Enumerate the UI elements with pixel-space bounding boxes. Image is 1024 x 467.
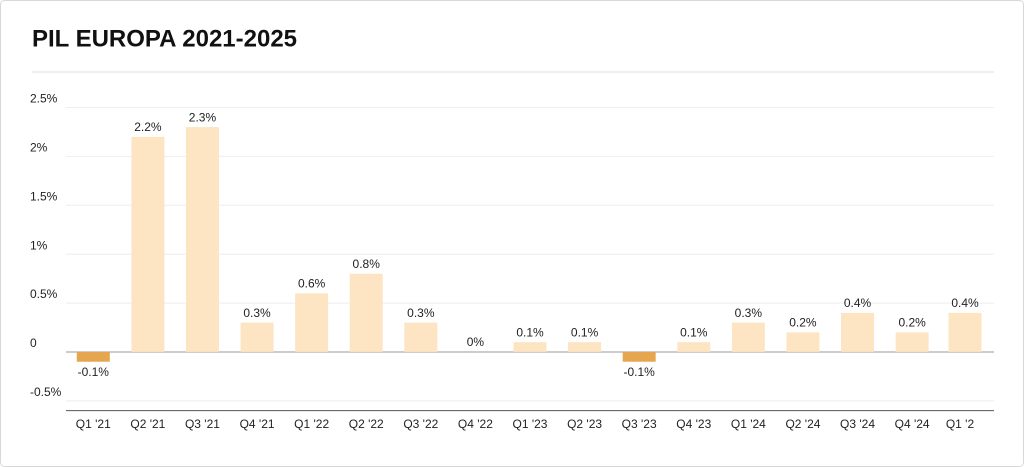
x-tick-label: Q1 '23 xyxy=(513,417,548,431)
data-label: 0.1% xyxy=(516,325,544,339)
y-tick-label: 1.5% xyxy=(30,189,58,203)
y-tick-label: 0 xyxy=(30,336,37,350)
data-label: -0.1% xyxy=(623,365,655,379)
y-tick-label: -0.5% xyxy=(30,385,62,399)
y-tick-label: 1% xyxy=(30,238,48,252)
data-label: 0.2% xyxy=(789,316,817,330)
x-tick-label: Q3 '23 xyxy=(622,417,657,431)
y-tick-label: 2.5% xyxy=(30,92,58,106)
data-label: -0.1% xyxy=(78,365,110,379)
bar xyxy=(349,273,383,352)
bar xyxy=(404,322,438,352)
data-label: 0.4% xyxy=(951,296,979,310)
x-tick-label: Q2 '24 xyxy=(785,417,820,431)
x-tick-label: Q2 '22 xyxy=(349,417,384,431)
bar xyxy=(677,342,711,352)
bar xyxy=(895,332,929,352)
x-tick-label: Q4 '23 xyxy=(676,417,711,431)
data-label: 0% xyxy=(467,335,485,349)
y-tick-label: 0.5% xyxy=(30,287,58,301)
data-label: 0.1% xyxy=(680,325,708,339)
x-tick-label: Q4 '24 xyxy=(895,417,930,431)
x-tick-label: Q1 '2 xyxy=(946,417,975,431)
data-label: 0.2% xyxy=(898,316,926,330)
x-tick-label: Q4 '21 xyxy=(240,417,275,431)
x-tick-label: Q2 '21 xyxy=(130,417,165,431)
data-label: 0.3% xyxy=(735,306,763,320)
x-tick-label: Q1 '21 xyxy=(76,417,111,431)
data-label: 0.3% xyxy=(407,306,435,320)
x-tick-label: Q1 '22 xyxy=(294,417,329,431)
bar xyxy=(185,127,219,352)
bar xyxy=(240,322,274,352)
data-label: 0.8% xyxy=(353,257,381,271)
x-tick-label: Q3 '21 xyxy=(185,417,220,431)
data-label: 2.2% xyxy=(134,120,162,134)
bar xyxy=(948,312,982,352)
bar xyxy=(76,351,110,362)
bar xyxy=(295,293,329,352)
y-tick-label: 2% xyxy=(30,141,48,155)
x-tick-label: Q4 '22 xyxy=(458,417,493,431)
data-label: 0.1% xyxy=(571,325,599,339)
bar xyxy=(622,351,656,362)
bar xyxy=(131,136,165,352)
data-label: 0.6% xyxy=(298,276,326,290)
data-label: 0.4% xyxy=(844,296,872,310)
bar xyxy=(568,342,602,352)
data-label: 2.3% xyxy=(189,110,217,124)
bar xyxy=(841,312,875,352)
x-tick-label: Q1 '24 xyxy=(731,417,766,431)
x-tick-label: Q3 '22 xyxy=(403,417,438,431)
bar xyxy=(786,332,820,352)
chart-title: PIL EUROPA 2021-2025 xyxy=(32,25,297,52)
x-tick-label: Q2 '23 xyxy=(567,417,602,431)
data-label: 0.3% xyxy=(243,306,271,320)
bar xyxy=(513,342,547,352)
x-tick-label: Q3 '24 xyxy=(840,417,875,431)
bar xyxy=(731,322,765,352)
